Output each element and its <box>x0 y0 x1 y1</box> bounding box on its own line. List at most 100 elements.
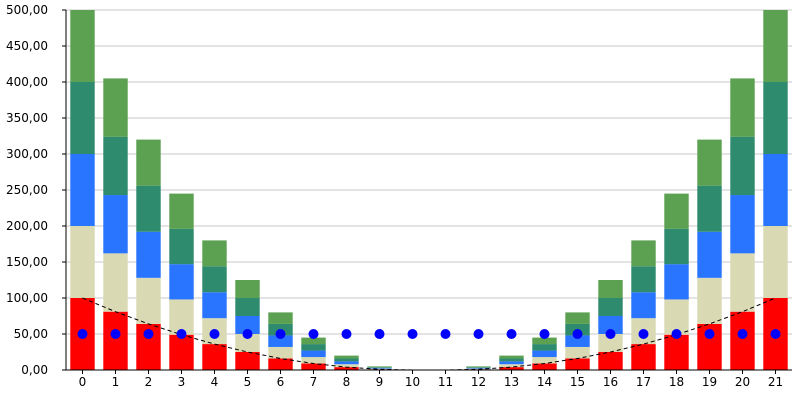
bar-segment-18-s3 <box>664 228 689 265</box>
bar-segment-19-s4 <box>697 139 722 186</box>
scatter-point-8 <box>341 329 352 339</box>
bar-segment-18-s4 <box>664 193 689 229</box>
scatter-point-6 <box>275 329 286 339</box>
x-tick-label: 17 <box>636 375 651 389</box>
bar-segment-4-s0 <box>202 344 227 370</box>
bar-segment-7-s4 <box>301 337 326 345</box>
bar-segment-8-s2 <box>334 361 359 365</box>
scatter-point-13 <box>506 329 517 339</box>
bar-segment-16-s3 <box>598 298 623 316</box>
bar-segment-16-s2 <box>598 316 623 334</box>
bar-segment-21-s2 <box>763 154 788 226</box>
bar-segment-5-s1 <box>235 334 260 352</box>
bar-segment-8-s4 <box>334 355 359 359</box>
x-tick-label: 7 <box>310 375 318 389</box>
bar-segment-19-s2 <box>697 231 722 278</box>
bar-segment-13-s0 <box>499 367 524 370</box>
bar-segment-6-s1 <box>268 346 293 359</box>
bar-segment-20-s4 <box>730 78 755 137</box>
bar-segment-0-s4 <box>70 10 95 82</box>
x-tick-label: 4 <box>211 375 219 389</box>
bar-segment-7-s2 <box>301 350 326 358</box>
bar-segment-3-s4 <box>169 193 194 229</box>
bar-segment-18-s0 <box>664 334 689 370</box>
bar-segment-6-s2 <box>268 335 293 347</box>
bar-segment-9-s3 <box>367 367 392 368</box>
bar-segment-3-s3 <box>169 228 194 265</box>
scatter-point-7 <box>308 329 319 339</box>
bar-segment-19-s1 <box>697 277 722 324</box>
trend-line <box>82 297 776 371</box>
bar-segment-14-s2 <box>532 350 557 358</box>
y-tick-label: 450,00 <box>6 39 48 53</box>
bar-segment-18-s1 <box>664 299 689 335</box>
bar-segment-16-s4 <box>598 280 623 298</box>
bar-segment-4-s4 <box>202 240 227 267</box>
bar-segment-0-s1 <box>70 226 95 298</box>
x-tick-label: 12 <box>471 375 486 389</box>
y-tick-label: 200,00 <box>6 219 48 233</box>
bar-segment-2-s3 <box>136 185 161 232</box>
bar-segment-3-s2 <box>169 264 194 300</box>
bar-segment-9-s2 <box>367 367 392 369</box>
scatter-point-14 <box>539 329 550 339</box>
scatter-point-17 <box>638 329 649 339</box>
bars <box>70 10 788 370</box>
scatter-point-15 <box>572 329 583 339</box>
bar-segment-2-s1 <box>136 277 161 324</box>
bar-segment-8-s1 <box>334 364 359 368</box>
bar-segment-1-s3 <box>103 136 128 196</box>
bar-segment-13-s1 <box>499 364 524 368</box>
bar-segment-21-s4 <box>763 10 788 82</box>
x-tick-label: 16 <box>603 375 618 389</box>
x-tick-label: 19 <box>702 375 717 389</box>
bar-segment-3-s0 <box>169 334 194 370</box>
y-tick-label: 50,00 <box>14 327 48 341</box>
bar-segment-5-s2 <box>235 316 260 334</box>
bar-segment-15-s0 <box>565 358 590 370</box>
bar-segment-12-s3 <box>466 367 491 368</box>
x-tick-label: 11 <box>438 375 453 389</box>
y-tick-label: 0,00 <box>21 363 48 377</box>
bar-segment-2-s2 <box>136 231 161 278</box>
bar-segment-4-s2 <box>202 292 227 319</box>
trend-line-path <box>82 297 776 371</box>
bar-segment-14-s4 <box>532 337 557 345</box>
bar-segment-1-s4 <box>103 78 128 137</box>
scatter-point-21 <box>770 329 781 339</box>
scatter-point-19 <box>704 329 715 339</box>
x-tick-label: 2 <box>145 375 153 389</box>
scatter-point-9 <box>374 329 385 339</box>
scatter-point-12 <box>473 329 484 339</box>
x-tick-label: 3 <box>178 375 186 389</box>
bar-segment-21-s1 <box>763 226 788 298</box>
bar-segment-13-s4 <box>499 355 524 359</box>
scatter-point-11 <box>440 329 451 339</box>
scatter-point-16 <box>605 329 616 339</box>
bar-segment-3-s1 <box>169 299 194 335</box>
x-tick-label: 9 <box>376 375 384 389</box>
bar-segment-17-s3 <box>631 266 656 293</box>
x-tick-label: 6 <box>277 375 285 389</box>
x-tick-label: 1 <box>112 375 120 389</box>
bar-segment-0-s3 <box>70 82 95 154</box>
bar-segment-18-s2 <box>664 264 689 300</box>
scatter-point-0 <box>77 329 88 339</box>
bar-segment-16-s0 <box>598 352 623 370</box>
bar-segment-5-s4 <box>235 280 260 298</box>
bar-segment-5-s3 <box>235 298 260 316</box>
bar-segment-8-s3 <box>334 358 359 362</box>
y-tick-label: 400,00 <box>6 75 48 89</box>
bar-segment-9-s4 <box>367 366 392 368</box>
x-tick-label: 8 <box>343 375 351 389</box>
bar-segment-4-s3 <box>202 266 227 293</box>
bar-segment-15-s2 <box>565 335 590 347</box>
bar-segment-7-s1 <box>301 357 326 364</box>
y-tick-label: 150,00 <box>6 255 48 269</box>
x-tick-label: 13 <box>504 375 519 389</box>
scatter-points <box>77 329 781 339</box>
bar-segment-8-s0 <box>334 367 359 370</box>
scatter-point-3 <box>176 329 187 339</box>
